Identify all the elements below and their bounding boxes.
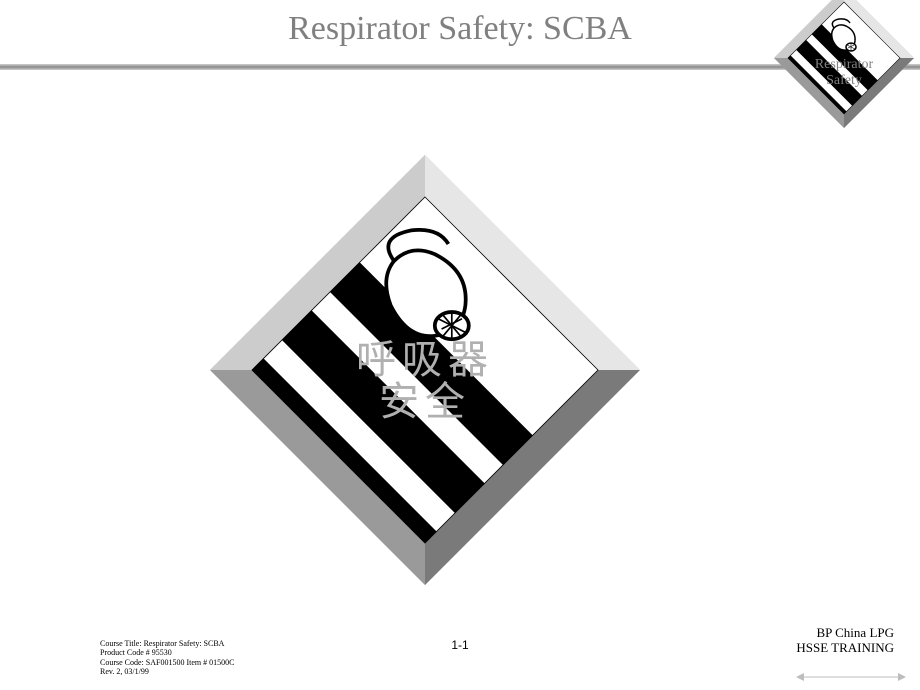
pager-arrows <box>796 670 906 684</box>
footer-org-line2: HSSE TRAINING <box>796 640 894 656</box>
footer-org-line1: BP China LPG <box>796 625 894 641</box>
arrow-left-icon[interactable] <box>796 673 804 681</box>
corner-badge-label-1: Respirator <box>815 57 874 72</box>
page-number: 1-1 <box>0 638 920 652</box>
corner-badge-label-2: Safety <box>826 73 862 88</box>
corner-badge: Respirator Safety <box>774 0 914 128</box>
main-badge-label-2: 安全 <box>379 379 471 424</box>
footer-line: Course Code: SAF001500 Item # 01500C <box>100 658 234 667</box>
footer-org: BP China LPG HSSE TRAINING <box>796 625 894 656</box>
footer-line: Rev. 2, 03/1/99 <box>100 667 234 676</box>
main-badge-label-1: 呼吸器 <box>356 337 494 382</box>
main-badge: 呼吸器 安全 <box>210 155 640 585</box>
arrow-right-icon[interactable] <box>898 673 906 681</box>
